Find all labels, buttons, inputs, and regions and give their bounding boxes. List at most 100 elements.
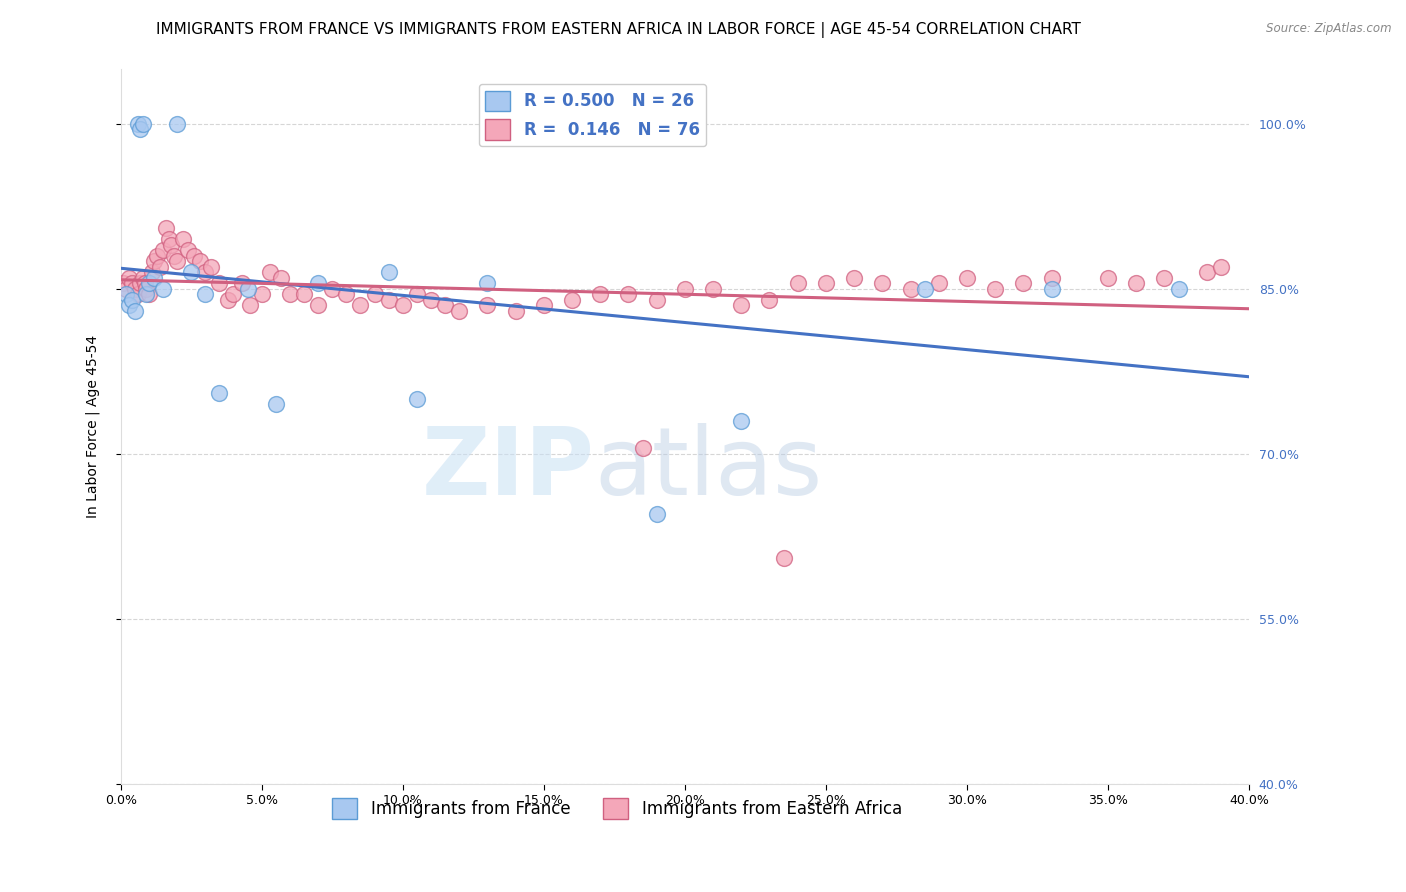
- Point: [928, 276, 950, 290]
- Text: ZIP: ZIP: [422, 423, 595, 515]
- Point: [786, 276, 808, 290]
- Point: [645, 293, 668, 307]
- Point: [143, 270, 166, 285]
- Point: [132, 270, 155, 285]
- Point: [129, 276, 152, 290]
- Point: [183, 249, 205, 263]
- Point: [1209, 260, 1232, 274]
- Point: [292, 287, 315, 301]
- Point: [589, 287, 612, 301]
- Point: [217, 293, 239, 307]
- Point: [127, 116, 149, 130]
- Point: [115, 287, 138, 301]
- Point: [132, 116, 155, 130]
- Point: [956, 270, 979, 285]
- Point: [152, 282, 174, 296]
- Point: [505, 303, 527, 318]
- Text: atlas: atlas: [595, 423, 823, 515]
- Point: [673, 282, 696, 296]
- Point: [118, 298, 141, 312]
- Point: [129, 122, 152, 136]
- Point: [377, 265, 399, 279]
- Point: [264, 397, 287, 411]
- Point: [112, 276, 135, 290]
- Point: [984, 282, 1007, 296]
- Point: [363, 287, 385, 301]
- Point: [1153, 270, 1175, 285]
- Point: [180, 265, 202, 279]
- Point: [141, 265, 163, 279]
- Point: [138, 276, 160, 290]
- Text: Source: ZipAtlas.com: Source: ZipAtlas.com: [1267, 22, 1392, 36]
- Point: [872, 276, 894, 290]
- Point: [115, 282, 138, 296]
- Point: [166, 116, 188, 130]
- Legend: Immigrants from France, Immigrants from Eastern Africa: Immigrants from France, Immigrants from …: [326, 792, 908, 825]
- Point: [730, 414, 752, 428]
- Point: [172, 232, 194, 246]
- Point: [177, 243, 200, 257]
- Point: [730, 298, 752, 312]
- Point: [405, 287, 427, 301]
- Point: [914, 282, 936, 296]
- Point: [157, 232, 180, 246]
- Point: [250, 287, 273, 301]
- Point: [772, 551, 794, 566]
- Point: [842, 270, 865, 285]
- Point: [561, 293, 583, 307]
- Point: [194, 287, 217, 301]
- Point: [617, 287, 640, 301]
- Point: [127, 287, 149, 301]
- Point: [533, 298, 555, 312]
- Point: [121, 293, 143, 307]
- Point: [208, 386, 231, 401]
- Point: [758, 293, 780, 307]
- Point: [405, 392, 427, 406]
- Point: [118, 270, 141, 285]
- Point: [631, 441, 654, 455]
- Point: [449, 303, 471, 318]
- Point: [1040, 282, 1063, 296]
- Point: [702, 282, 724, 296]
- Point: [307, 276, 329, 290]
- Point: [208, 276, 231, 290]
- Point: [146, 249, 169, 263]
- Point: [377, 293, 399, 307]
- Point: [349, 298, 371, 312]
- Point: [477, 298, 499, 312]
- Point: [135, 287, 157, 301]
- Point: [135, 282, 157, 296]
- Point: [645, 507, 668, 521]
- Point: [134, 276, 156, 290]
- Point: [1097, 270, 1119, 285]
- Point: [231, 276, 253, 290]
- Point: [222, 287, 245, 301]
- Point: [420, 293, 443, 307]
- Point: [124, 282, 146, 296]
- Y-axis label: In Labor Force | Age 45-54: In Labor Force | Age 45-54: [86, 334, 100, 517]
- Point: [814, 276, 837, 290]
- Point: [121, 276, 143, 290]
- Point: [163, 249, 186, 263]
- Point: [200, 260, 222, 274]
- Point: [307, 298, 329, 312]
- Point: [138, 287, 160, 301]
- Point: [278, 287, 301, 301]
- Point: [1195, 265, 1218, 279]
- Point: [270, 270, 292, 285]
- Point: [1167, 282, 1189, 296]
- Point: [321, 282, 343, 296]
- Point: [152, 243, 174, 257]
- Point: [239, 298, 262, 312]
- Point: [149, 260, 172, 274]
- Point: [391, 298, 413, 312]
- Point: [1125, 276, 1147, 290]
- Point: [1012, 276, 1035, 290]
- Point: [188, 254, 211, 268]
- Point: [166, 254, 188, 268]
- Point: [124, 303, 146, 318]
- Point: [335, 287, 357, 301]
- Point: [259, 265, 281, 279]
- Point: [155, 221, 177, 235]
- Point: [143, 254, 166, 268]
